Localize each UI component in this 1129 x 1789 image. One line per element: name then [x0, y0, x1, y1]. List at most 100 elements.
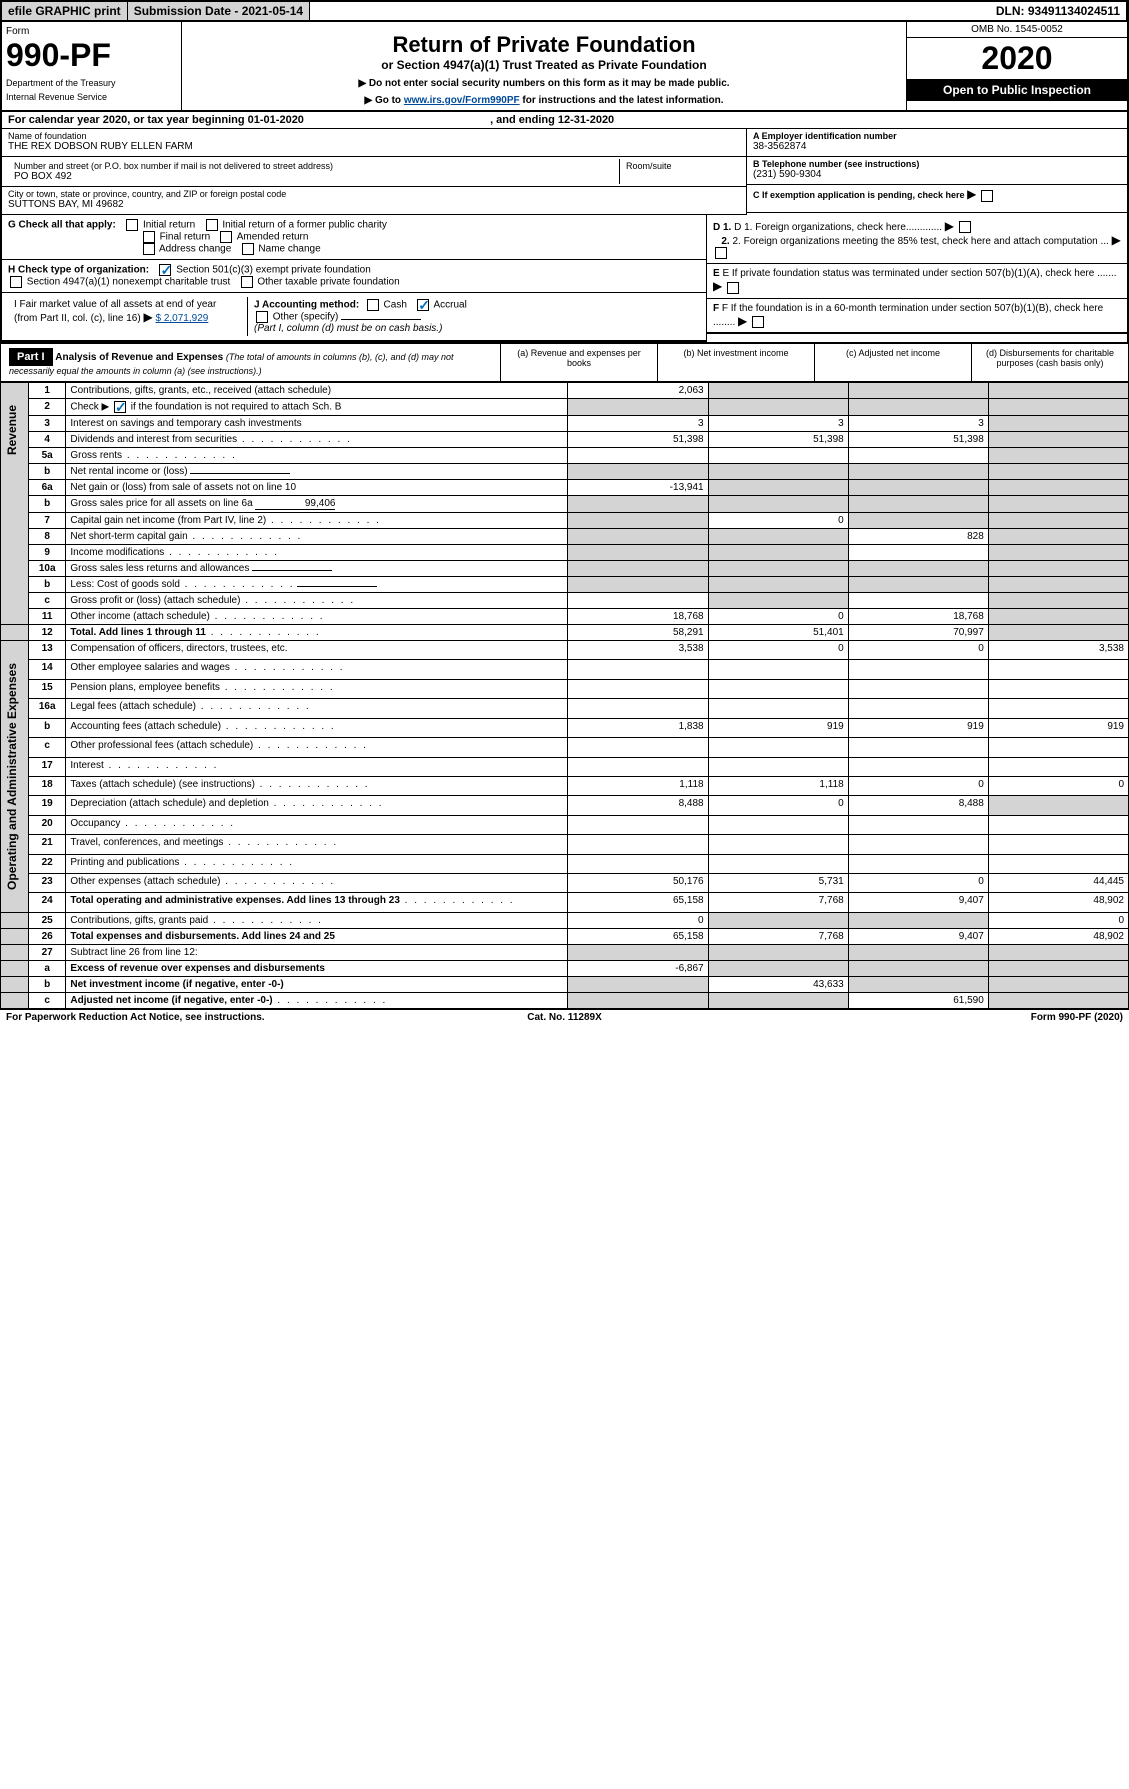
city-label: City or town, state or province, country… — [8, 189, 740, 199]
check-left: G Check all that apply: Initial return I… — [2, 215, 707, 342]
d-row: D 1. D 1. Foreign organizations, check h… — [707, 215, 1127, 264]
city-row: City or town, state or province, country… — [2, 187, 746, 215]
form-header: Form 990-PF Department of the Treasury I… — [0, 22, 1129, 112]
cal-pre: For calendar year 2020, or tax year begi… — [8, 114, 248, 126]
e-checkbox[interactable] — [727, 282, 739, 294]
line-21: 21Travel, conferences, and meetings — [1, 835, 1129, 854]
foundation-name: THE REX DOBSON RUBY ELLEN FARM — [8, 141, 740, 152]
room-label: Room/suite — [626, 161, 734, 171]
check-section: G Check all that apply: Initial return I… — [0, 215, 1129, 342]
line-7: 7Capital gain net income (from Part IV, … — [1, 513, 1129, 529]
line-16c: cOther professional fees (attach schedul… — [1, 738, 1129, 757]
d1-label: D 1. Foreign organizations, check here..… — [734, 222, 942, 233]
phone-row: B Telephone number (see instructions) (2… — [747, 157, 1127, 185]
other-method-label: Other (specify) — [273, 312, 339, 323]
g-row: G Check all that apply: Initial return I… — [2, 215, 706, 260]
line-25: 25Contributions, gifts, grants paid00 — [1, 912, 1129, 928]
part1-header-row: Part I Analysis of Revenue and Expenses … — [0, 342, 1129, 382]
instr-link-row: ▶ Go to www.irs.gov/Form990PF for instru… — [186, 95, 902, 106]
line-27b: bNet investment income (if negative, ent… — [1, 976, 1129, 992]
foundation-addr: PO BOX 492 — [14, 171, 613, 182]
line-18: 18Taxes (attach schedule) (see instructi… — [1, 776, 1129, 795]
e-row: E E If private foundation status was ter… — [707, 264, 1127, 298]
dept-treasury: Department of the Treasury — [6, 78, 177, 88]
part1-title: Analysis of Revenue and Expenses — [55, 352, 223, 363]
accrual-checkbox[interactable] — [417, 299, 429, 311]
exemption-checkbox[interactable] — [981, 190, 993, 202]
cash-checkbox[interactable] — [367, 299, 379, 311]
line-10b: bLess: Cost of goods sold — [1, 577, 1129, 593]
name-label: Name of foundation — [8, 131, 740, 141]
efile-label: efile GRAPHIC print — [2, 2, 128, 20]
f-label: F If the foundation is in a 60-month ter… — [713, 303, 1103, 328]
expenses-side-label: Operating and Administrative Expenses — [1, 641, 29, 913]
arrow-icon: ▶ — [143, 310, 152, 324]
calendar-year-row: For calendar year 2020, or tax year begi… — [0, 112, 1129, 129]
name-change-checkbox[interactable] — [242, 243, 254, 255]
accrual-label: Accrual — [433, 300, 466, 311]
d2-checkbox[interactable] — [715, 247, 727, 259]
footer-right: Form 990-PF (2020) — [751, 1012, 1123, 1023]
line-11: 11Other income (attach schedule)18,76801… — [1, 609, 1129, 625]
foundation-city: SUTTONS BAY, MI 49682 — [8, 199, 740, 210]
instr-ssn: ▶ Do not enter social security numbers o… — [186, 78, 902, 89]
tax-year: 2020 — [907, 38, 1127, 79]
spacer — [310, 2, 990, 20]
amended-label: Amended return — [237, 232, 309, 243]
sch-b-checkbox[interactable] — [114, 401, 126, 413]
d2-label: 2. Foreign organizations meeting the 85%… — [732, 236, 1108, 247]
line-24: 24Total operating and administrative exp… — [1, 893, 1129, 912]
line-14: 14Other employee salaries and wages — [1, 660, 1129, 679]
501c3-checkbox[interactable] — [159, 264, 171, 276]
irs-link[interactable]: www.irs.gov/Form990PF — [404, 95, 520, 106]
fmv-value[interactable]: $ 2,071,929 — [156, 313, 209, 324]
501c3-label: Section 501(c)(3) exempt private foundat… — [176, 265, 371, 276]
amended-checkbox[interactable] — [220, 231, 232, 243]
line-5a: 5aGross rents — [1, 448, 1129, 464]
line-4: 4Dividends and interest from securities5… — [1, 432, 1129, 448]
exemption-label: C If exemption application is pending, c… — [753, 190, 965, 200]
cal-begin: 01-01-2020 — [248, 114, 304, 126]
line-27a: aExcess of revenue over expenses and dis… — [1, 960, 1129, 976]
revenue-side-label: Revenue — [1, 383, 29, 625]
form-subtitle: or Section 4947(a)(1) Trust Treated as P… — [186, 58, 902, 72]
ein-label: A Employer identification number — [753, 131, 1121, 141]
initial-return-checkbox[interactable] — [126, 219, 138, 231]
cal-end: 12-31-2020 — [558, 114, 614, 126]
check-right: D 1. D 1. Foreign organizations, check h… — [707, 215, 1127, 342]
final-return-label: Final return — [160, 232, 211, 243]
ein-row: A Employer identification number 38-3562… — [747, 129, 1127, 157]
line-27c: cAdjusted net income (if negative, enter… — [1, 992, 1129, 1008]
line-12: 12Total. Add lines 1 through 1158,29151,… — [1, 625, 1129, 641]
dln: DLN: 93491134024511 — [990, 2, 1127, 20]
header-right: OMB No. 1545-0052 2020 Open to Public In… — [907, 22, 1127, 110]
omb-number: OMB No. 1545-0052 — [907, 22, 1127, 38]
footer-center: Cat. No. 11289X — [378, 1012, 750, 1023]
other-taxable-checkbox[interactable] — [241, 276, 253, 288]
open-public-badge: Open to Public Inspection — [907, 79, 1127, 101]
line-20: 20Occupancy — [1, 815, 1129, 834]
line-27: 27Subtract line 26 from line 12: — [1, 944, 1129, 960]
line-22: 22Printing and publications — [1, 854, 1129, 873]
addr-change-checkbox[interactable] — [143, 243, 155, 255]
line-23: 23Other expenses (attach schedule)50,176… — [1, 874, 1129, 893]
col-a-header: (a) Revenue and expenses per books — [501, 344, 658, 381]
part1-label: Part I — [9, 348, 53, 366]
instr-post: for instructions and the latest informat… — [522, 95, 723, 106]
initial-former-label: Initial return of a former public charit… — [222, 220, 387, 231]
other-method-checkbox[interactable] — [256, 311, 268, 323]
exemption-row: C If exemption application is pending, c… — [747, 185, 1127, 213]
line-5b: bNet rental income or (loss) — [1, 464, 1129, 480]
initial-former-checkbox[interactable] — [206, 219, 218, 231]
initial-return-label: Initial return — [143, 220, 195, 231]
final-return-checkbox[interactable] — [143, 231, 155, 243]
addr-label: Number and street (or P.O. box number if… — [14, 161, 613, 171]
d1-checkbox[interactable] — [959, 221, 971, 233]
f-checkbox[interactable] — [752, 316, 764, 328]
h-label: H Check type of organization: — [8, 265, 149, 276]
line-26: 26Total expenses and disbursements. Add … — [1, 928, 1129, 944]
other-taxable-label: Other taxable private foundation — [257, 277, 399, 288]
line-16a: 16aLegal fees (attach schedule) — [1, 699, 1129, 718]
4947-checkbox[interactable] — [10, 276, 22, 288]
line-9: 9Income modifications — [1, 545, 1129, 561]
